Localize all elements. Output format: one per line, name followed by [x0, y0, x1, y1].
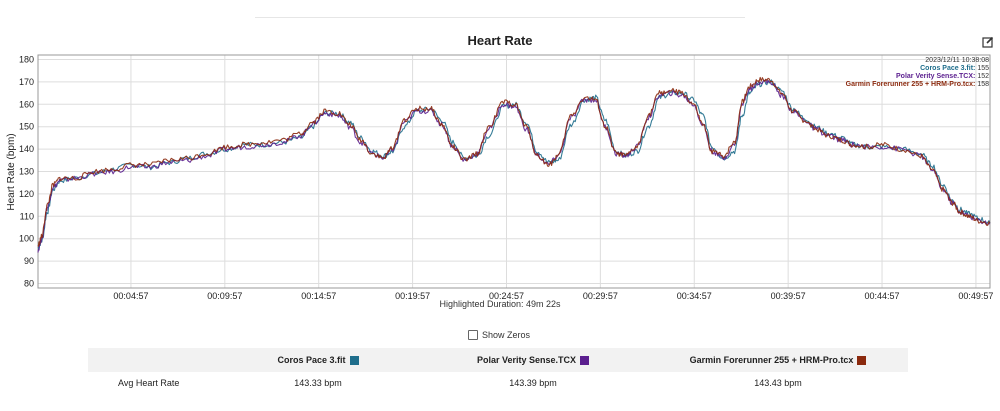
series-color-swatch	[580, 355, 590, 365]
y-tick-label: 130	[19, 167, 34, 177]
x-tick-label: 00:39:57	[771, 291, 806, 300]
x-tick-label: 00:29:57	[583, 291, 618, 300]
show-zeros-label: Show Zeros	[482, 330, 531, 340]
series-color-swatch	[857, 355, 867, 365]
chart-title: Heart Rate	[467, 33, 533, 48]
x-tick-label: 00:09:57	[207, 291, 242, 300]
top-divider	[255, 17, 745, 18]
x-axis-label: Highlighted Duration: 49m 22s	[439, 299, 561, 309]
stats-header-polar: Polar Verity Sense.TCX	[418, 355, 648, 365]
x-axis-ticks: 00:04:57 00:09:57 00:14:57 00:19:57 00:24:57…	[113, 291, 993, 300]
stats-header-coros: Coros Pace 3.fit	[218, 355, 418, 365]
stats-row-avg-heart-rate: Avg Heart Rate 143.33 bpm 143.39 bpm 143…	[88, 372, 908, 394]
legend-entry: Coros Pace 3.fit: 155	[920, 65, 989, 72]
stats-row-label: Avg Heart Rate	[118, 378, 180, 388]
stats-header-label: Garmin Forerunner 255 + HRM-Pro.tcx	[689, 355, 854, 365]
x-tick-label: 00:49:57	[958, 291, 993, 300]
y-axis-label: Heart Rate (bpm)	[6, 133, 17, 210]
stats-cell: 143.33 bpm	[294, 378, 342, 388]
legend-entry: Garmin Forerunner 255 + HRM-Pro.tcx: 158	[846, 81, 989, 88]
x-tick-label: 00:04:57	[113, 291, 148, 300]
stats-header-garmin: Garmin Forerunner 255 + HRM-Pro.tcx	[648, 355, 908, 365]
y-tick-label: 120	[19, 189, 34, 199]
x-tick-label: 00:44:57	[865, 291, 900, 300]
series-color-swatch	[349, 355, 359, 365]
stats-header-label: Coros Pace 3.fit	[277, 355, 346, 365]
y-tick-label: 160	[19, 99, 34, 109]
stats-cell: 143.43 bpm	[754, 378, 802, 388]
legend-entry: Polar Verity Sense.TCX: 152	[896, 73, 989, 80]
stats-cell: 143.39 bpm	[509, 378, 557, 388]
legend-date: 2023/12/11 10:38:08	[925, 57, 989, 64]
y-tick-label: 180	[19, 54, 34, 64]
y-tick-label: 170	[19, 77, 34, 87]
plot-area-frame	[37, 54, 991, 289]
y-tick-label: 80	[24, 279, 34, 289]
y-tick-label: 110	[20, 211, 34, 221]
x-tick-label: 00:19:57	[395, 291, 430, 300]
x-tick-label: 00:24:57	[489, 291, 524, 300]
y-tick-label: 140	[19, 144, 34, 154]
series-lines	[37, 76, 991, 253]
stats-header-label: Polar Verity Sense.TCX	[476, 355, 577, 365]
series-line-2	[37, 76, 991, 247]
x-tick-label: 00:14:57	[301, 291, 336, 300]
y-tick-label: 90	[24, 256, 34, 266]
heart-rate-chart: 80 90 100 110 120 130 140 150 160 170 180 00:04:57…	[6, 54, 993, 300]
show-zeros-checkbox[interactable]	[468, 330, 478, 340]
stats-table: Coros Pace 3.fit Polar Verity Sense.TCX …	[88, 348, 908, 394]
chart-legend: 2023/12/11 10:38:08 Coros Pace 3.fit: 15…	[846, 57, 989, 88]
chart-grid	[38, 55, 990, 288]
stats-header-row: Coros Pace 3.fit Polar Verity Sense.TCX …	[88, 348, 908, 372]
edit-icon[interactable]	[982, 36, 994, 48]
show-zeros-toggle[interactable]: Show Zeros	[468, 330, 530, 340]
y-axis-ticks: 80 90 100 110 120 130 140 150 160 170 180	[19, 54, 34, 288]
y-tick-label: 150	[19, 122, 34, 132]
x-tick-label: 00:34:57	[677, 291, 712, 300]
y-tick-label: 100	[19, 234, 34, 244]
